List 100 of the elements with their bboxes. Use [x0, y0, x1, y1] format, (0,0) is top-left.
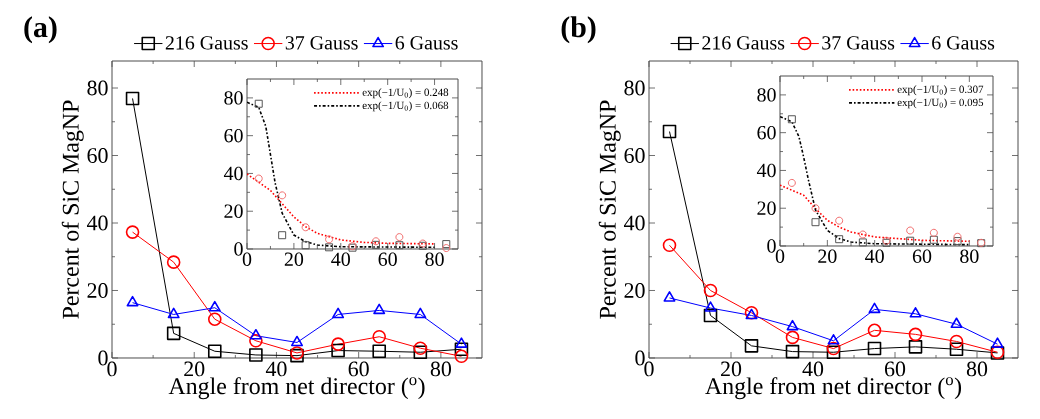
point — [906, 236, 915, 245]
point — [208, 300, 221, 312]
point — [454, 349, 469, 364]
x-tick-label: 80 — [966, 361, 988, 377]
y-tick-label: 80 — [624, 80, 645, 96]
point — [325, 235, 334, 244]
point — [835, 235, 844, 244]
y-tick-label: 60 — [224, 128, 243, 143]
point — [744, 339, 759, 353]
x-axis-title: Angle from net director ($^{o}$) — [168, 377, 425, 400]
point — [949, 334, 964, 349]
point — [826, 341, 841, 356]
point — [125, 91, 140, 106]
point — [785, 344, 800, 359]
point — [908, 327, 923, 342]
y-tick-label: 40 — [623, 215, 645, 231]
point — [835, 216, 844, 225]
point — [254, 174, 263, 183]
y-tick-label: 60 — [87, 148, 108, 163]
point — [858, 230, 867, 239]
x-tick-label: 60 — [884, 361, 906, 377]
point — [454, 342, 469, 357]
point — [125, 225, 140, 239]
y-tick-label: 40 — [86, 215, 108, 231]
x-tick-label: 60 — [348, 361, 369, 377]
point — [953, 232, 962, 241]
legend-label: exp(−1/U$_{0}$) = 0.095 — [897, 98, 984, 109]
point — [785, 330, 800, 345]
point — [249, 348, 263, 362]
point — [703, 308, 718, 323]
chart-title: (a) — [24, 16, 57, 44]
point — [868, 302, 881, 314]
point — [278, 231, 287, 240]
point — [207, 344, 222, 359]
x-tick-label: 40 — [265, 361, 287, 377]
line-series — [780, 115, 971, 246]
point — [906, 226, 915, 235]
y-tick-label: 20 — [624, 283, 645, 298]
legend-label: exp(−1/U$_{0}$) = 0.068 — [362, 101, 449, 112]
point — [858, 238, 867, 247]
point — [126, 295, 139, 307]
legend-label: 37 Gauss — [285, 36, 358, 50]
point — [395, 241, 404, 250]
point — [249, 333, 263, 348]
y-tick-label: 80 — [224, 91, 243, 105]
point — [908, 340, 923, 354]
legend-label: 6 Gauss — [932, 36, 995, 50]
legend-label: 6 Gauss — [395, 36, 458, 50]
legend-label: 216 Gauss — [165, 36, 248, 50]
x-tick-label: 40 — [802, 361, 824, 377]
point — [413, 341, 428, 356]
x-tick-label: 80 — [430, 361, 452, 377]
point — [929, 235, 938, 244]
point — [167, 307, 180, 319]
y-axis-title: Percent of SiC MagNP — [61, 100, 84, 319]
legend-label: exp(−1/U$_{0}$) = 0.307 — [897, 85, 984, 96]
point — [811, 204, 820, 213]
point — [811, 218, 820, 227]
y-tick-label: 0 — [767, 239, 776, 253]
point — [291, 335, 303, 347]
point — [413, 345, 428, 360]
point — [331, 337, 345, 351]
point — [950, 317, 963, 329]
point — [991, 337, 1004, 348]
point — [787, 178, 796, 187]
point — [278, 191, 287, 200]
point — [331, 343, 345, 358]
point — [414, 307, 427, 319]
y-tick-label: 0 — [98, 350, 108, 366]
chart-title: (b) — [561, 16, 596, 44]
y-tick-label: 60 — [624, 148, 645, 163]
x-tick-label: 40 — [865, 249, 884, 263]
legend-label: 216 Gauss — [702, 36, 785, 50]
point — [867, 323, 882, 338]
x-tick-label: 60 — [378, 252, 397, 266]
point — [949, 342, 964, 357]
point — [704, 301, 717, 312]
point — [703, 283, 718, 298]
x-tick-label: 0 — [775, 249, 785, 263]
x-tick-label: 0 — [242, 252, 252, 266]
point — [909, 306, 922, 318]
point — [826, 345, 841, 360]
y-tick-label: 60 — [757, 125, 776, 140]
point — [332, 307, 345, 319]
legend-label: exp(−1/U$_{0}$) = 0.248 — [362, 88, 449, 99]
point — [301, 241, 310, 250]
x-tick-label: 20 — [284, 252, 304, 266]
line-series — [780, 184, 971, 243]
point — [662, 124, 677, 139]
point — [442, 244, 451, 253]
point — [786, 319, 799, 331]
y-tick-label: 40 — [756, 163, 776, 178]
y-axis-title: Percent of SiC MagNP — [598, 100, 621, 319]
y-tick-label: 80 — [757, 88, 776, 102]
point — [207, 312, 222, 326]
point — [301, 223, 310, 232]
x-tick-label: 20 — [721, 361, 742, 377]
point — [249, 328, 262, 340]
point — [372, 344, 387, 359]
x-tick-label: 20 — [818, 249, 837, 263]
